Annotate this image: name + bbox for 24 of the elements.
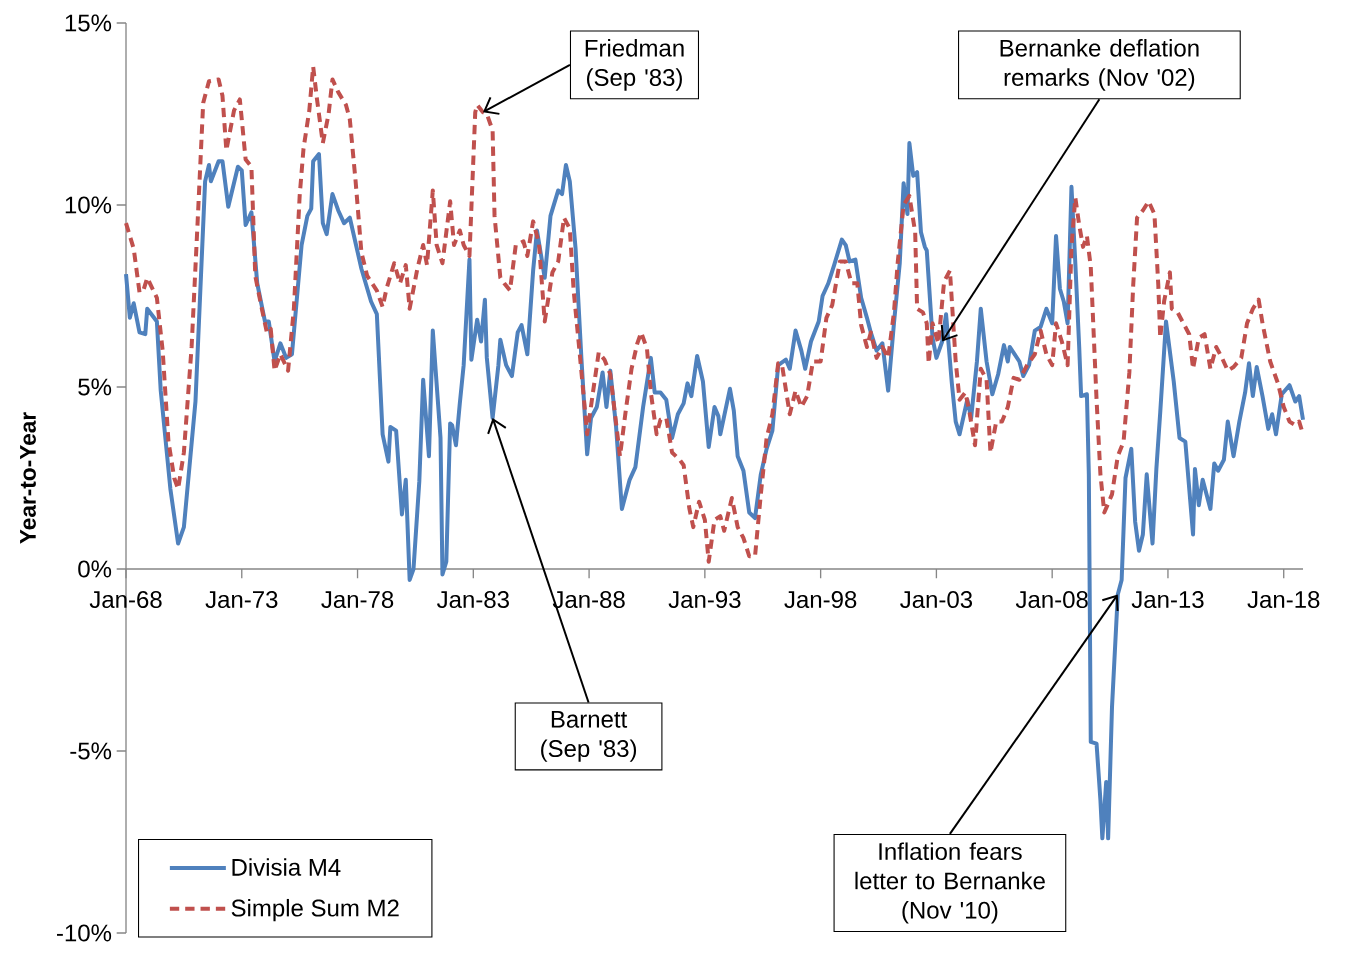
annotation: Friedman (Sep '83)	[585, 39, 684, 91]
annotation: Barnett (Sep '83)	[541, 711, 637, 762]
y-axis-title: Year-to-Year	[20, 412, 36, 544]
y-tick-label: 5%	[78, 378, 112, 396]
legend-label: Divisia M4	[232, 858, 341, 876]
annotation: Inflation fears letter to Bernanke (Nov '10)	[855, 842, 1045, 924]
x-tick-label: Jan-68	[89, 591, 162, 609]
x-tick-label: Jan-13	[1131, 591, 1204, 609]
y-tick-label: -10%	[57, 924, 112, 942]
line-series	[124, 64, 1306, 564]
x-tick-label: Jan-98	[784, 591, 857, 609]
x-tick-label: Jan-83	[437, 591, 509, 609]
annotation: Bernanke deflation remarks (Nov '02)	[1000, 39, 1199, 91]
y-tick-label: 10%	[65, 196, 112, 214]
y-tick-label: -5%	[70, 742, 112, 760]
x-tick-label: Jan-73	[205, 591, 278, 609]
legend-label: Simple Sum M2	[231, 898, 399, 922]
y-tick-label: 15%	[65, 14, 112, 32]
x-tick-label: Jan-78	[321, 591, 394, 609]
x-tick-label: Jan-18	[1247, 591, 1320, 609]
y-tick-label: 0%	[78, 560, 112, 578]
x-tick-label: Jan-08	[1015, 591, 1088, 609]
x-tick-label: Jan-93	[668, 591, 741, 609]
x-tick-label: Jan-03	[900, 591, 973, 609]
